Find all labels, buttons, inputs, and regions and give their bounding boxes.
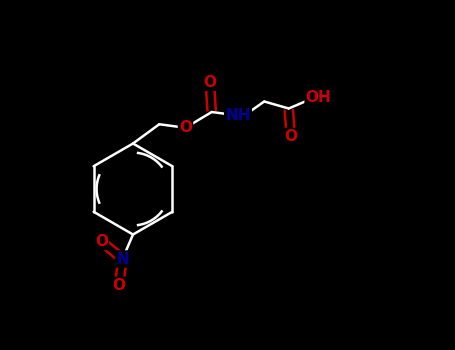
Text: OH: OH (306, 91, 331, 105)
Text: O: O (179, 120, 192, 135)
Text: N: N (116, 252, 129, 266)
Text: O: O (95, 234, 108, 249)
Text: O: O (112, 278, 126, 293)
Text: NH: NH (225, 108, 251, 123)
Text: O: O (284, 129, 297, 144)
Text: O: O (203, 75, 217, 90)
